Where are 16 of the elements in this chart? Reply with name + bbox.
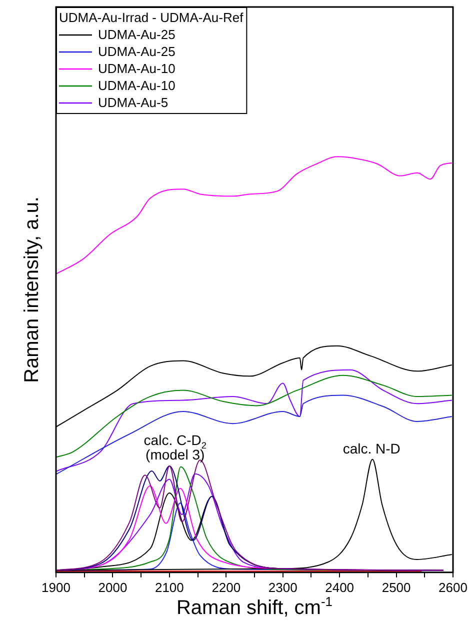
y-axis-title: Raman intensity, a.u. (21, 196, 43, 383)
x-tick-label: 2500 (382, 580, 411, 595)
legend-label: UDMA-Au-5 (98, 95, 168, 110)
x-tick-label: 2300 (268, 580, 298, 595)
legend-title: UDMA-Au-Irrad - UDMA-Au-Ref (59, 10, 244, 25)
x-tick-label: 2200 (212, 580, 241, 595)
x-tick-label: 2400 (325, 580, 354, 595)
x-tick-label: 2000 (98, 580, 128, 595)
x-tick-label: 2100 (154, 580, 184, 595)
x-tick-label: 2600 (438, 580, 468, 595)
legend-label: UDMA-Au-10 (98, 61, 176, 76)
annotation: calc. N-D (342, 440, 400, 457)
legend-label: UDMA-Au-10 (98, 78, 176, 93)
x-tick-label: 1900 (42, 580, 70, 595)
legend-label: UDMA-Au-25 (98, 44, 176, 59)
legend-label: UDMA-Au-25 (98, 27, 176, 42)
